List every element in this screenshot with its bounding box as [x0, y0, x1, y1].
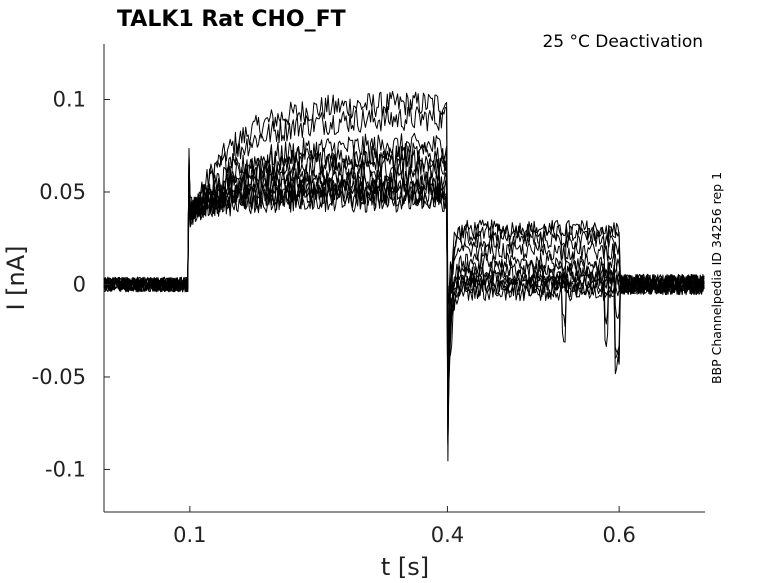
- y-tick-label: -0.05: [32, 365, 86, 389]
- chart-title: TALK1 Rat CHO_FT: [117, 7, 346, 32]
- current-trace: [103, 186, 705, 384]
- y-tick-label: -0.1: [45, 457, 86, 481]
- y-tick-label: 0.1: [53, 87, 86, 111]
- x-tick-label: 0.4: [431, 523, 464, 547]
- y-tick-label: 0.05: [39, 180, 86, 204]
- current-trace: [103, 132, 705, 386]
- x-ticks: 0.1 0.4 0.6: [173, 506, 636, 547]
- x-tick-label: 0.6: [602, 523, 635, 547]
- y-axis-label: I [nA]: [2, 245, 30, 310]
- channelpedia-id-label: BBP Channelpedia ID 34256 rep 1: [709, 172, 724, 384]
- x-axis-label: t [s]: [381, 553, 429, 581]
- y-tick-label: 0: [73, 272, 86, 296]
- y-ticks: 0.1 0.05 0 -0.05 -0.1: [32, 87, 110, 481]
- condition-annotation: 25 °C Deactivation: [542, 32, 703, 52]
- x-tick-label: 0.1: [173, 523, 206, 547]
- traces: [103, 91, 705, 462]
- current-trace: [103, 142, 705, 364]
- plot-area: 0.1 0.05 0 -0.05 -0.1 0.1 0.4 0.6: [32, 44, 705, 547]
